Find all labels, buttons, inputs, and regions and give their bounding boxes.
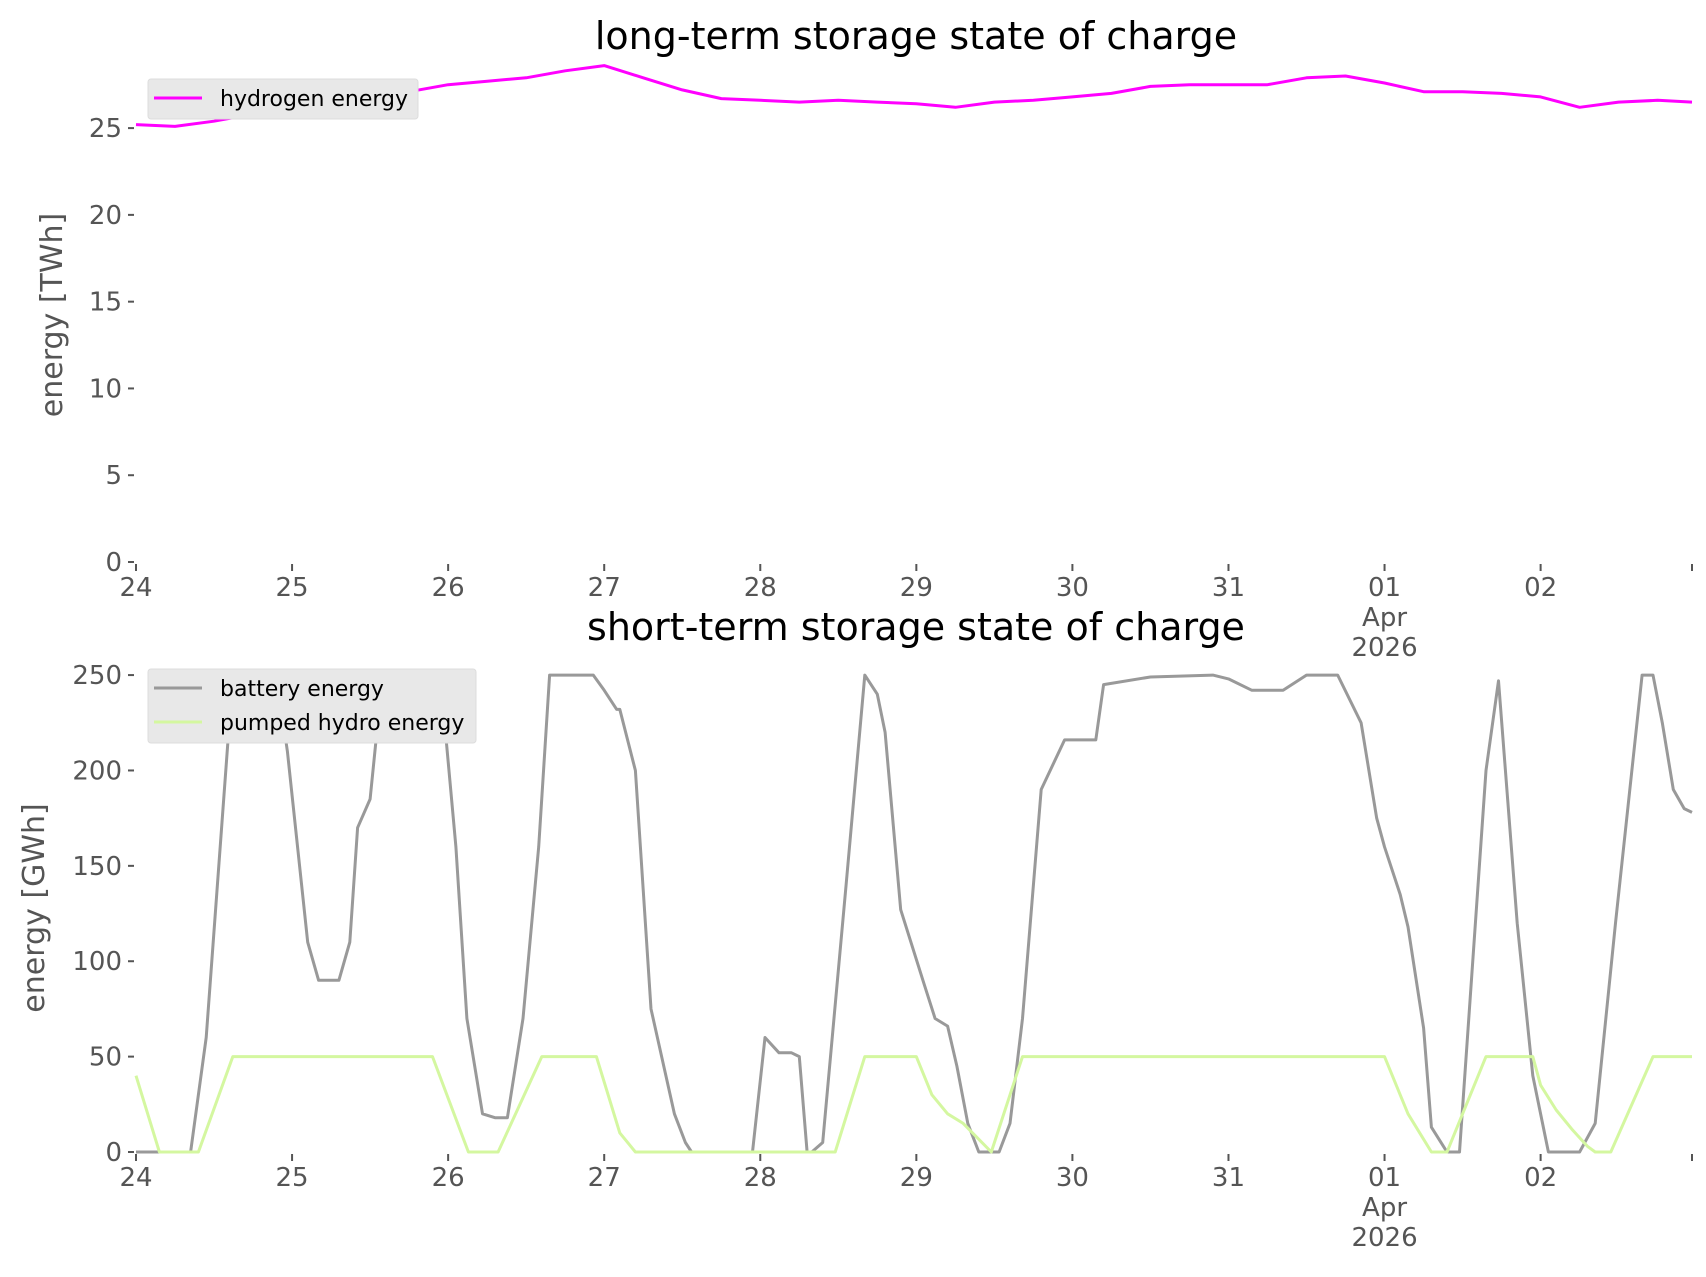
x-tick-label: 24 [119,1163,152,1193]
short-term-panel: short-term storage state of charge energ… [17,605,1693,1253]
legend-box [147,78,419,120]
y-tick-label: 0 [105,1138,122,1168]
long-term-panel: long-term storage state of charge energy… [35,14,1693,663]
x-tick-label: 30 [1056,1163,1089,1193]
x-tick-label: 01 Apr 2026 [1351,573,1417,663]
legend-label: pumped hydro energy [220,711,464,736]
series-line-battery-energy [136,673,1693,1154]
legend-label: battery energy [220,677,384,702]
x-tick-label: 26 [432,573,465,603]
y-tick-label: 200 [72,756,122,786]
y-tick-label: 0 [105,548,122,578]
short-term-yticks: 0 50 100 150 200 250 [72,661,134,1168]
x-tick-label: 27 [588,1163,621,1193]
x-tick-label: 26 [432,1163,465,1193]
long-term-chart-title: long-term storage state of charge [595,14,1237,58]
long-term-yticks: 0 5 10 15 20 25 [89,114,134,578]
x-tick-label: 29 [900,573,933,603]
legend-box [147,668,477,744]
long-term-xticks: 24 25 26 27 28 29 30 31 01 Apr 2026 02 [119,564,1693,663]
y-tick-label: 5 [105,461,122,491]
short-term-series [134,673,1693,1154]
long-term-legend: hydrogen energy [147,78,419,120]
x-tick-label: 25 [276,573,309,603]
x-tick-label: 28 [744,573,777,603]
long-term-ylabel: energy [TWh] [35,213,70,417]
x-tick-label: 27 [588,573,621,603]
short-term-chart-title: short-term storage state of charge [587,605,1245,649]
short-term-xticks: 24 25 26 27 28 29 30 31 01 Apr 2026 02 [119,1154,1693,1253]
y-tick-label: 50 [89,1043,122,1073]
x-tick-label: 30 [1056,573,1089,603]
x-tick-label: 02 [1524,1163,1557,1193]
x-tick-label: 25 [276,1163,309,1193]
x-tick-label: 24 [119,573,152,603]
y-tick-label: 150 [72,852,122,882]
y-tick-label: 10 [89,374,122,404]
y-tick-label: 20 [89,201,122,231]
short-term-ylabel: energy [GWh] [17,803,52,1012]
y-tick-label: 100 [72,947,122,977]
short-term-legend: battery energy pumped hydro energy [147,668,477,744]
x-tick-label: 29 [900,1163,933,1193]
legend-label: hydrogen energy [220,87,408,112]
y-tick-label: 15 [89,288,122,318]
y-tick-label: 25 [89,114,122,144]
x-tick-label: 01 Apr 2026 [1351,1163,1417,1253]
x-tick-label: 31 [1212,1163,1245,1193]
series-line-pumped-hydro-energy [134,1055,1692,1154]
x-tick-label: 02 [1524,573,1557,603]
y-tick-label: 250 [72,661,122,691]
x-tick-label: 31 [1212,573,1245,603]
x-tick-label: 28 [744,1163,777,1193]
